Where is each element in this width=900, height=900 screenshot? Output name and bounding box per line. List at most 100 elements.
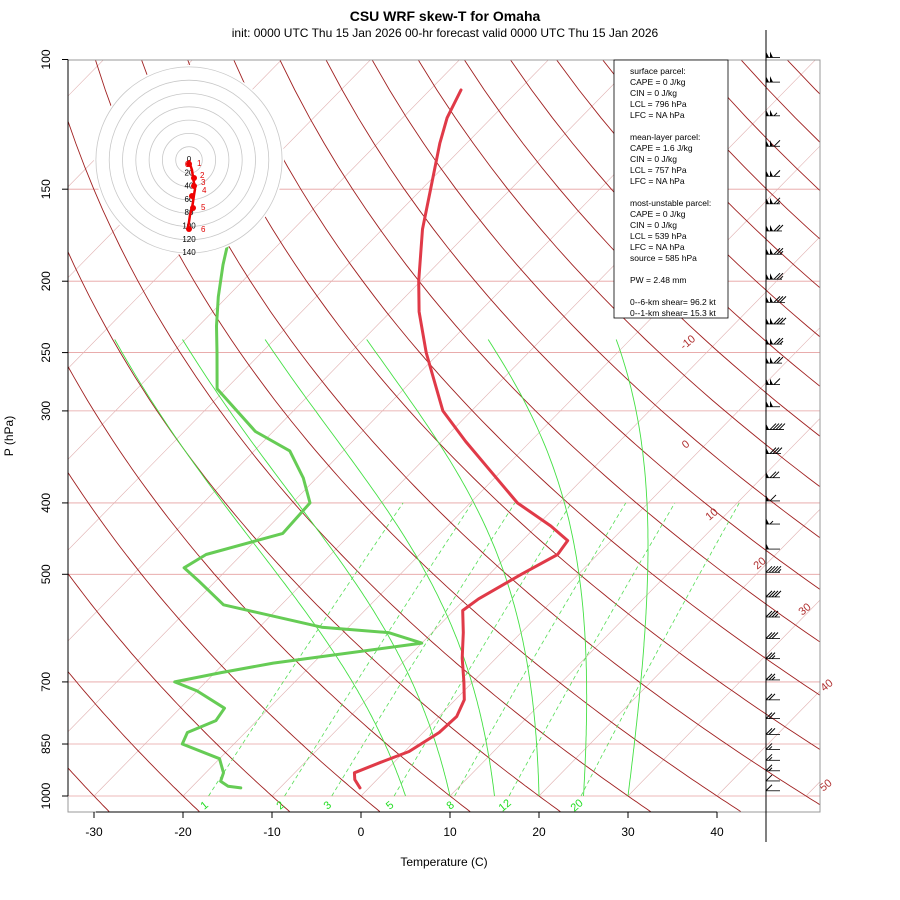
barb-flag xyxy=(770,76,773,83)
hodograph-height-label: 5 xyxy=(201,203,206,212)
pressure-axis: 100 150 200 250 300 400 500 700 850 1000 xyxy=(39,49,69,809)
x-tick-label: -20 xyxy=(174,825,192,839)
mixing-ratio-label: 1 xyxy=(198,799,210,812)
parcel-info-line: LFC = NA hPa xyxy=(630,242,685,252)
x-tick-label: 30 xyxy=(621,825,635,839)
barb-half-feather xyxy=(768,746,773,750)
dry-adiabat xyxy=(187,60,820,751)
mixing-ratio-line xyxy=(580,502,740,797)
barb-feather xyxy=(765,753,773,761)
hodograph-height-label: 1 xyxy=(197,159,202,168)
y-tick-label: 1000 xyxy=(39,782,53,809)
wind-barb xyxy=(765,712,780,720)
barb-flag xyxy=(766,224,769,231)
isotherm-line xyxy=(68,60,638,642)
y-tick-label: 300 xyxy=(39,401,53,421)
barb-flag xyxy=(770,378,773,385)
barb-flag xyxy=(766,140,769,147)
parcel-info-line: CAPE = 0 J/kg xyxy=(630,209,686,219)
wind-barb xyxy=(766,224,784,232)
hodograph-ring xyxy=(175,146,203,174)
barb-feather xyxy=(765,693,773,701)
dry-adiabat xyxy=(68,670,200,812)
moist-adiabat xyxy=(615,339,649,797)
dry-adiabat xyxy=(68,250,561,812)
barb-feather xyxy=(768,673,776,681)
dry-adiabat xyxy=(94,60,742,812)
barb-feather xyxy=(773,224,781,232)
wind-barb xyxy=(766,109,780,117)
barb-flag xyxy=(770,109,773,116)
barb-flag xyxy=(770,400,773,407)
barb-flag xyxy=(770,317,773,324)
wind-barb xyxy=(766,494,780,502)
dry-adiabat xyxy=(833,60,900,812)
barb-feather xyxy=(768,590,776,598)
x-axis-label: Temperature (C) xyxy=(400,855,487,869)
barb-flag xyxy=(770,296,773,303)
barb-flag xyxy=(766,543,769,550)
mixing-ratio-line xyxy=(208,502,404,797)
mixing-ratio-label: 2 xyxy=(274,799,286,812)
moist-adiabat xyxy=(114,339,406,797)
dry-adiabat xyxy=(371,60,820,539)
x-tick-label: 10 xyxy=(443,825,457,839)
x-tick-label: 40 xyxy=(710,825,724,839)
barb-feather xyxy=(769,471,777,479)
parcel-info-line: mean-layer parcel: xyxy=(630,132,700,142)
barb-flag xyxy=(770,140,773,147)
barb-feather xyxy=(775,447,783,454)
y-tick-label: 850 xyxy=(39,734,53,754)
parcel-info-line: CAPE = 0 J/kg xyxy=(630,77,686,87)
barb-half-feather xyxy=(768,767,773,772)
y-tick-label: 400 xyxy=(39,493,53,513)
barb-feather xyxy=(773,139,781,147)
barb-feather xyxy=(765,728,773,735)
mixing-ratio-label: 3 xyxy=(322,799,334,812)
barb-feather xyxy=(768,712,776,719)
barb-flag xyxy=(770,273,773,280)
isotherm-line xyxy=(68,60,193,188)
barb-half-feather xyxy=(771,676,776,681)
barb-flag xyxy=(766,317,769,324)
moist-adiabat xyxy=(366,339,540,796)
barb-feather xyxy=(771,590,779,598)
dry-adiabat xyxy=(68,767,110,812)
wind-barb xyxy=(766,471,780,479)
barb-feather xyxy=(776,224,784,232)
barb-flag xyxy=(770,248,773,255)
barb-feather xyxy=(765,784,773,792)
barb-flag xyxy=(766,248,769,255)
barb-flag xyxy=(766,423,769,430)
isotherm-label: 0 xyxy=(680,438,692,451)
barb-flag xyxy=(770,51,773,58)
barb-feather xyxy=(776,295,784,303)
dry-adiabat xyxy=(786,60,820,95)
barb-feather xyxy=(768,728,776,735)
barb-feather xyxy=(775,423,783,430)
wind-barb xyxy=(765,693,780,701)
hodograph-ring-label: 40 xyxy=(185,182,194,191)
mixing-ratio-line xyxy=(454,502,627,797)
parcel-info-line: LFC = NA hPa xyxy=(630,176,685,186)
barb-feather xyxy=(776,317,784,325)
wind-barb xyxy=(765,774,780,782)
barb-feather xyxy=(765,652,773,660)
barb-half-feather xyxy=(773,112,778,117)
parcel-info-line: 0--1-km shear= 15.3 kt xyxy=(630,308,716,318)
barb-feather xyxy=(768,610,776,618)
wind-barb xyxy=(765,764,780,772)
barb-feather xyxy=(765,673,773,681)
chart-title: CSU WRF skew-T for Omaha xyxy=(350,8,541,24)
parcel-info-line: 0--6-km shear= 96.2 kt xyxy=(630,297,716,307)
barb-feather xyxy=(773,247,781,255)
barb-feather xyxy=(772,471,780,479)
hodograph-ring-label: 140 xyxy=(182,248,196,257)
x-tick-label: 20 xyxy=(532,825,546,839)
wind-barb xyxy=(766,139,781,147)
wind-barb xyxy=(766,317,787,325)
parcel-info-line: surface parcel: xyxy=(630,66,686,76)
wind-barb xyxy=(765,728,780,735)
wind-barb xyxy=(765,610,780,618)
dry-adiabat xyxy=(141,60,820,806)
